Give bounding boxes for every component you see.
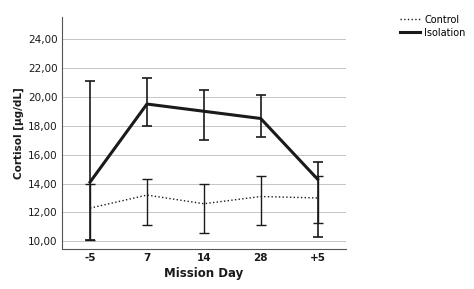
X-axis label: Mission Day: Mission Day	[164, 267, 244, 280]
Legend: Control, Isolation: Control, Isolation	[399, 14, 467, 39]
Y-axis label: Cortisol [µg/dL]: Cortisol [µg/dL]	[13, 87, 24, 179]
